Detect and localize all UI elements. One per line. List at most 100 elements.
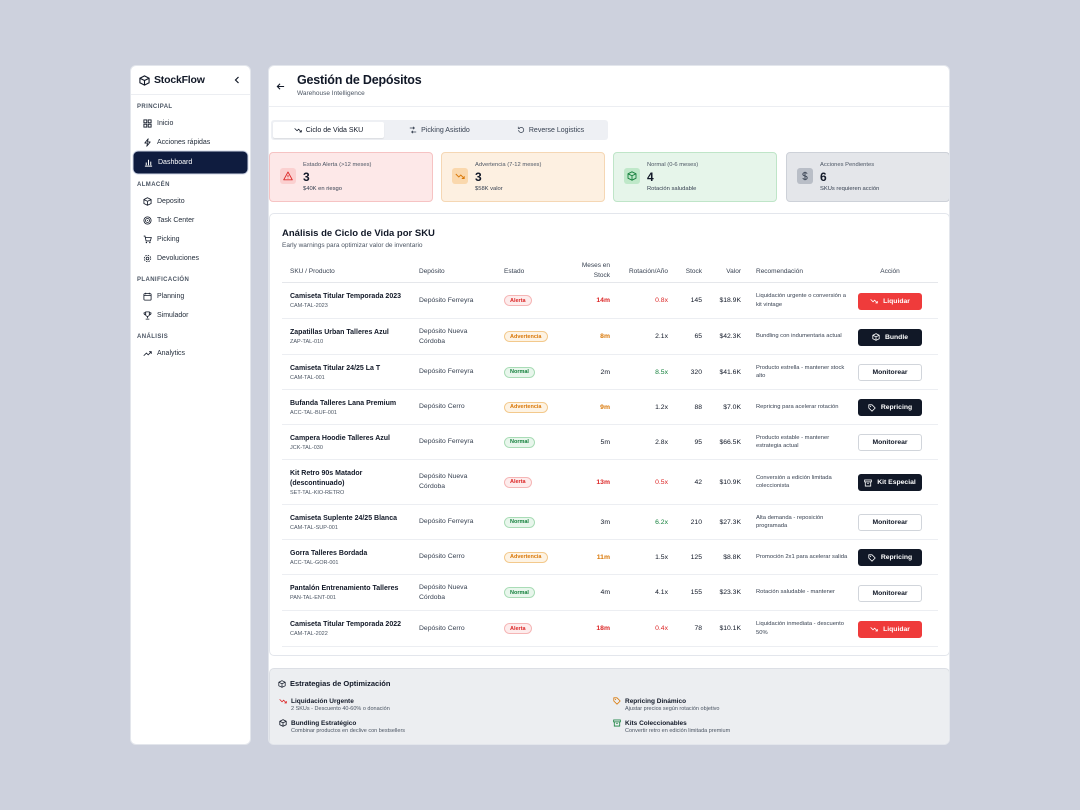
recommendation-cell: Liquidación urgente o conversión a kit v… xyxy=(756,283,852,318)
action-button-cam-tal-001[interactable]: Monitorear xyxy=(858,364,922,381)
status-badge: Advertencia xyxy=(504,331,548,342)
table-row: Camiseta Titular Temporada 2023 CAM-TAL-2… xyxy=(282,283,938,319)
sidebar-item-deposito[interactable]: Deposito xyxy=(134,192,247,211)
strategies-title: Estrategias de Optimización xyxy=(290,679,391,688)
action-button-zap-tal-010[interactable]: Bundle xyxy=(858,328,922,346)
strategy-title: Bundling Estratégico xyxy=(291,719,357,727)
arrow-left-icon[interactable] xyxy=(276,82,285,91)
tab-bar: Ciclo de Vida SKU Picking Asistido Rever… xyxy=(271,120,608,140)
strategy-desc: 2 SKUs - Descuento 40-60% o donación xyxy=(291,706,390,712)
action-button-set-tal-kio-retro[interactable]: Kit Especial xyxy=(858,474,922,491)
card-value: 6 xyxy=(820,170,827,184)
action-button-label: Monitorear xyxy=(872,439,908,446)
action-button-label: Monitorear xyxy=(872,369,908,376)
product-cell: Bufanda Talleres Lana Premium ACC-TAL-BUF… xyxy=(290,390,415,424)
summary-cards: Estado Alerta (>12 meses) 3 $40K en ries… xyxy=(269,152,949,202)
product-sku: CAM-TAL-SUP-001 xyxy=(290,524,338,531)
sidebar-item-label: Planning xyxy=(157,293,185,300)
card-label: Acciones Pendientes xyxy=(820,162,875,168)
status-badge: Advertencia xyxy=(504,551,548,563)
deposit-cell: Depósito Nueva Córdoba xyxy=(419,575,491,610)
card-label: Advertencia (7-12 meses) xyxy=(475,162,542,168)
tab-ciclo-de-vida-sku[interactable]: Ciclo de Vida SKU xyxy=(273,122,384,138)
rotation-rate: 6.2x xyxy=(655,518,668,526)
action-button-cam-tal-2022[interactable]: Liquidar xyxy=(858,620,922,638)
sidebar-item-acciones-rapidas[interactable]: Acciones rápidas xyxy=(134,133,247,152)
tab-reverse-logistics[interactable]: Reverse Logistics xyxy=(495,122,606,138)
product-cell: Camiseta Titular Temporada 2023 CAM-TAL-2… xyxy=(290,283,415,318)
card-icon-box xyxy=(280,168,296,184)
recommendation-text: Conversión a edición limitada coleccioni… xyxy=(756,474,832,490)
column-header-status: Estado xyxy=(504,267,525,275)
strategies-header: Estrategias de Optimización xyxy=(278,679,390,688)
sidebar-item-task-center[interactable]: Task Center xyxy=(134,211,247,230)
sidebar-item-dashboard[interactable]: Dashboard xyxy=(135,153,246,172)
sidebar-item-planning[interactable]: Planning xyxy=(134,287,247,306)
card-note: Rotación saludable xyxy=(647,186,697,192)
recommendation-cell: Producto estrella - mantener stock alto xyxy=(756,355,852,389)
grid-icon xyxy=(143,119,152,128)
action-button-cam-tal-sup-001[interactable]: Monitorear xyxy=(858,514,922,531)
sidebar-item-analytics[interactable]: Analytics xyxy=(134,344,247,363)
stock-qty: 125 xyxy=(690,553,702,561)
action-button-cam-tal-2023[interactable]: Liquidar xyxy=(858,292,922,310)
stock-qty: 88 xyxy=(694,403,702,411)
product-sku: ACC-TAL-GOR-001 xyxy=(290,559,339,566)
column-header-product: SKU / Producto xyxy=(290,267,335,275)
strategy-kits-coleccionables: Kits Coleccionables Convertir retro en e… xyxy=(613,719,730,734)
stock-qty: 42 xyxy=(694,478,702,486)
table-row: Gorra Talleres Bordada ACC-TAL-GOR-001 Dep… xyxy=(282,540,938,575)
table-row: Camiseta Suplente 24/25 Blanca CAM-TAL-SU… xyxy=(282,505,938,540)
sidebar-item-simulador[interactable]: Simulador xyxy=(134,306,247,325)
action-button-acc-tal-buf-001[interactable]: Repricing xyxy=(858,399,922,416)
card-note: $40K en riesgo xyxy=(303,186,342,192)
sidebar-item-picking[interactable]: Picking xyxy=(134,230,247,249)
sidebar-item-label: Analytics xyxy=(157,350,186,357)
chevron-left-icon[interactable] xyxy=(232,75,242,85)
sidebar-item-devoluciones[interactable]: Devoluciones xyxy=(134,249,247,268)
action-button-pan-tal-ent-001[interactable]: Monitorear xyxy=(858,584,922,602)
table-row: Kit Retro 90s Matador (descontinuado) SET… xyxy=(282,460,938,505)
card-note: $58K valor xyxy=(475,186,503,192)
product-sku: JCK-TAL-030 xyxy=(290,444,323,451)
status-cell: Normal xyxy=(504,505,535,539)
status-cell: Alerta xyxy=(504,460,532,504)
tag-icon xyxy=(868,403,876,412)
status-badge: Normal xyxy=(504,366,535,378)
card-normal: Normal (0-6 meses) 4 Rotación saludable xyxy=(613,152,777,202)
status-cell: Advertencia xyxy=(504,390,548,424)
months-in-stock: 18m xyxy=(596,625,610,632)
product-name: Gorra Talleres Bordada xyxy=(290,549,368,557)
stock-value: $7.0K xyxy=(723,403,741,411)
product-sku: SET-TAL-KIO-RETRO xyxy=(290,489,345,496)
action-button-jck-tal-030[interactable]: Monitorear xyxy=(858,434,922,451)
card-label: Estado Alerta (>12 meses) xyxy=(303,162,372,168)
recommendation-cell: Alta demanda - reposición programada xyxy=(756,505,852,539)
shuffle-icon xyxy=(409,126,417,134)
recommendation-text: Liquidación inmediata - descuento 50% xyxy=(756,621,844,636)
rotation-rate: 4.1x xyxy=(655,589,668,596)
package-icon xyxy=(279,719,287,727)
sidebar-item-inicio[interactable]: Inicio xyxy=(134,114,247,133)
column-header-months: Meses en Stock xyxy=(568,259,610,283)
box-icon xyxy=(627,171,637,181)
stock-qty: 155 xyxy=(690,589,702,596)
action-button-acc-tal-gor-001[interactable]: Repricing xyxy=(858,549,922,566)
status-badge: Normal xyxy=(504,516,535,528)
target-icon xyxy=(143,216,152,225)
product-cell: Pantalón Entrenamiento Talleres PAN-TAL-E… xyxy=(290,575,415,610)
strategy-heading: Kits Coleccionables xyxy=(613,719,730,727)
strategy-heading: Liquidación Urgente xyxy=(279,697,390,705)
table-row: Camiseta Titular Temporada 2022 CAM-TAL-2… xyxy=(282,611,938,647)
package-icon xyxy=(278,679,286,688)
recommendation-cell: Bundling con indumentaria actual xyxy=(756,319,852,354)
rotation-rate: 2.8x xyxy=(655,438,668,446)
table-row: Bufanda Talleres Lana Premium ACC-TAL-BUF… xyxy=(282,390,938,425)
tag-icon xyxy=(868,553,876,562)
archive-icon xyxy=(864,479,872,486)
tab-picking-asistido[interactable]: Picking Asistido xyxy=(384,122,495,138)
deposit-cell: Depósito Ferreyra xyxy=(419,355,491,389)
table-subtitle: Early warnings para optimizar valor de i… xyxy=(282,242,423,249)
box-icon xyxy=(143,197,152,206)
tab-label: Reverse Logistics xyxy=(528,126,585,134)
